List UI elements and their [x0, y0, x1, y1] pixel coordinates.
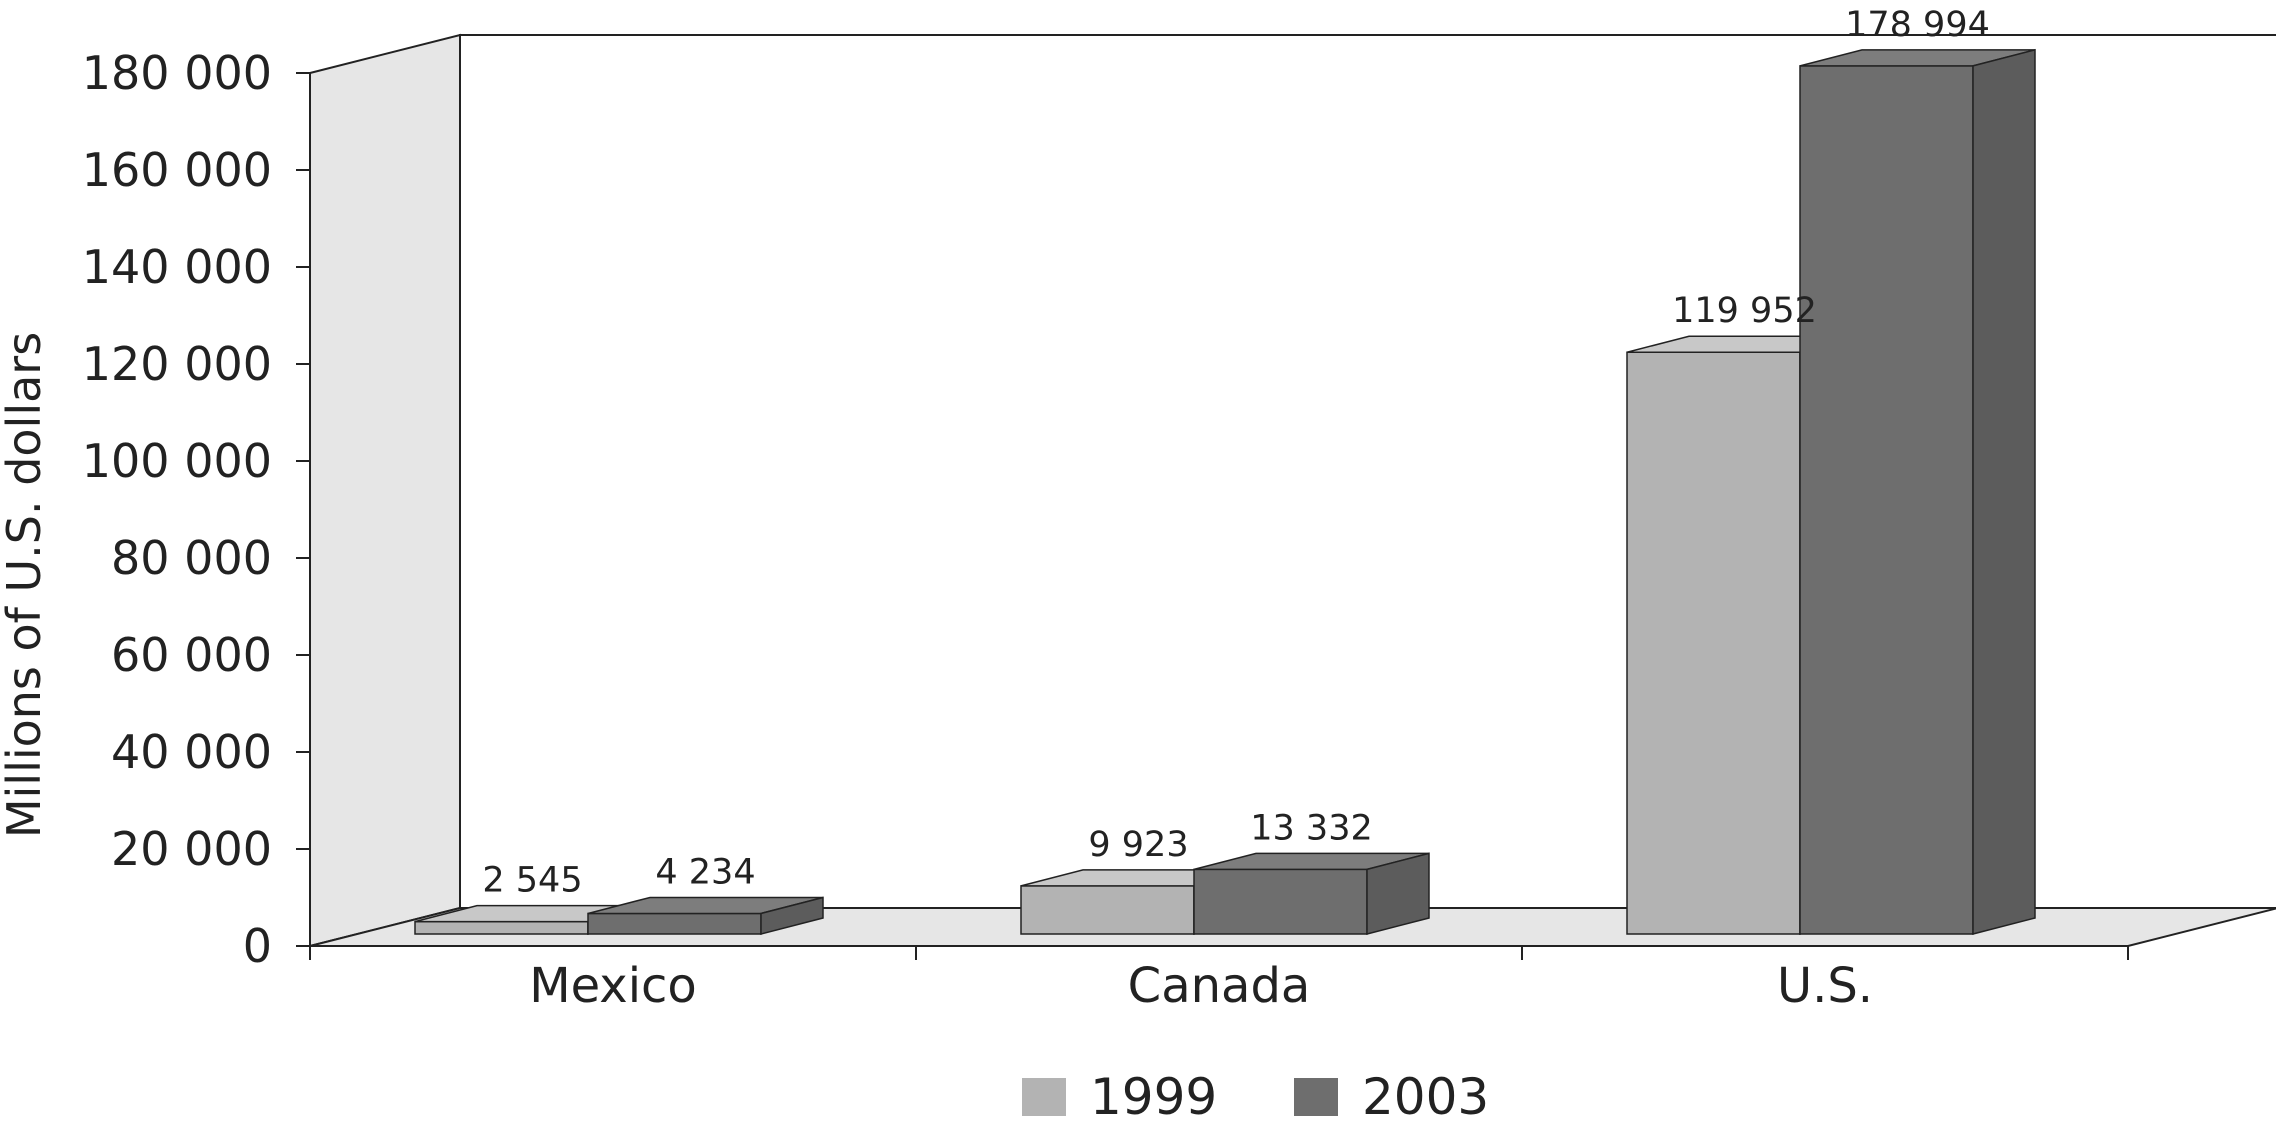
legend-item-2003: 2003 — [1294, 1068, 1489, 1121]
value-labels: 2 545 4 234 9 923 13 332 119 952 178 994 — [482, 5, 1989, 901]
y-tick-label: 80 000 — [111, 531, 272, 585]
bar-u-s-2003 — [1799, 48, 2036, 935]
value-label-mexico-2003: 4 234 — [655, 852, 755, 892]
legend-swatch — [1022, 1078, 1066, 1118]
value-label-canada-2003: 13 332 — [1250, 808, 1372, 848]
x-axis: Mexico Canada U.S. — [309, 946, 2129, 1014]
y-tick-label: 0 — [243, 919, 272, 973]
value-label-canada-1999: 9 923 — [1088, 825, 1188, 865]
bar-front — [1020, 885, 1195, 935]
y-axis: 0 20 000 40 000 60 000 80 000 100 000 120 000 1… — [82, 46, 311, 973]
y-tick-label: 180 000 — [82, 46, 272, 100]
bar-side — [760, 896, 824, 935]
bar-front — [414, 920, 589, 935]
x-tick-label-canada: Canada — [1128, 958, 1311, 1014]
bar-front — [1193, 868, 1368, 935]
legend-swatch — [1294, 1078, 1338, 1118]
value-label-u-s-1999: 119 952 — [1672, 291, 1817, 331]
bar-front — [1799, 65, 1974, 935]
bar-side — [1972, 48, 2036, 935]
y-tick-label: 120 000 — [82, 337, 272, 391]
y-tick-label: 40 000 — [111, 725, 272, 779]
y-tick-label: 20 000 — [111, 822, 272, 876]
legend-item-1999: 1999 — [1022, 1068, 1217, 1121]
y-tick-label: 140 000 — [82, 240, 272, 294]
y-tick-label: 100 000 — [82, 434, 272, 488]
value-label-u-s-2003: 178 994 — [1845, 5, 1990, 45]
legend: 1999 2003 — [1022, 1068, 1489, 1121]
side-wall — [309, 33, 461, 948]
bar-front — [1626, 351, 1801, 935]
y-tick-label: 60 000 — [111, 628, 272, 682]
y-tick-label: 160 000 — [82, 143, 272, 197]
x-tick-label-u-s: U.S. — [1777, 958, 1873, 1014]
value-label-mexico-1999: 2 545 — [482, 861, 582, 901]
bar-mexico-2003 — [587, 896, 824, 935]
bar-canada-2003 — [1193, 852, 1430, 935]
bars — [414, 48, 2036, 935]
x-tick-label-mexico: Mexico — [529, 958, 697, 1014]
bar-front — [587, 912, 762, 935]
y-axis-title: Millions of U.S. dollars — [0, 332, 51, 838]
bar-side — [1366, 852, 1430, 935]
legend-label: 1999 — [1090, 1068, 1217, 1116]
legend-label: 2003 — [1362, 1068, 1489, 1116]
